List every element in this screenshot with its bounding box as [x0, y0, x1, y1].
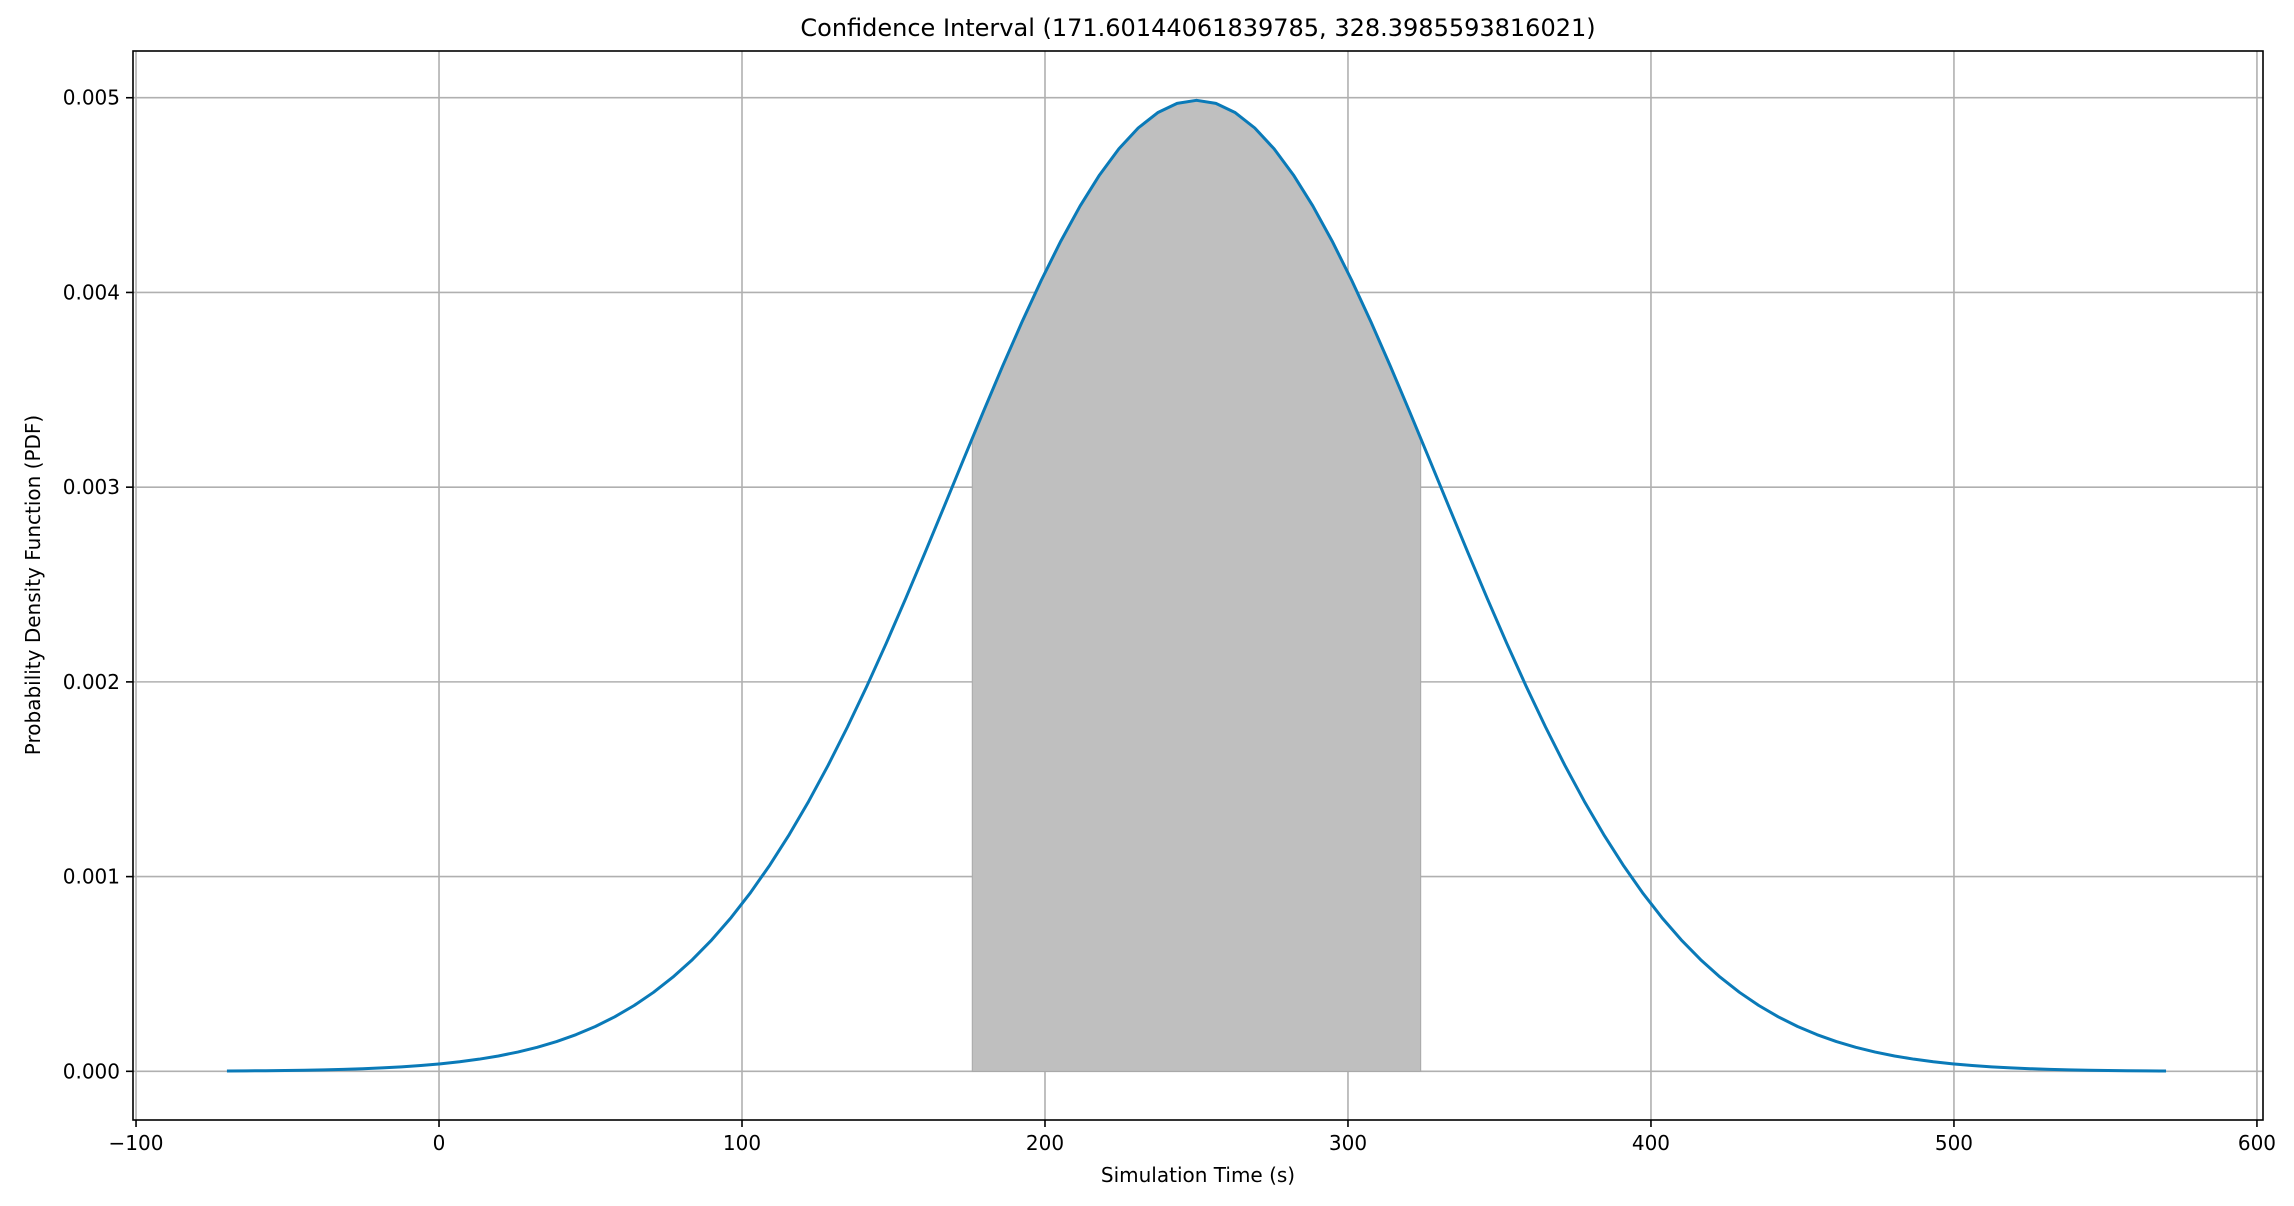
x-axis: −100 0 100 200 300 400 500 600 [109, 1120, 2276, 1155]
y-tick-label: 0.001 [63, 865, 120, 889]
x-tick-label: 100 [723, 1131, 761, 1155]
x-tick-label: −100 [109, 1131, 164, 1155]
x-tick-label: 600 [2238, 1131, 2276, 1155]
chart-title: Confidence Interval (171.60144061839785,… [800, 14, 1595, 42]
y-tick-label: 0.005 [63, 86, 120, 110]
x-axis-label: Simulation Time (s) [1101, 1163, 1295, 1187]
x-tick-label: 300 [1329, 1131, 1367, 1155]
y-tick-label: 0.002 [63, 670, 120, 694]
y-tick-label: 0.004 [63, 280, 120, 304]
x-tick-label: 500 [1935, 1131, 1973, 1155]
x-tick-label: 400 [1632, 1131, 1670, 1155]
y-tick-label: 0.003 [63, 475, 120, 499]
y-axis-label: Probability Density Function (PDF) [21, 415, 45, 755]
pdf-series [226, 98, 2167, 1073]
y-axis: 0.000 0.001 0.002 0.003 0.004 0.005 [63, 86, 133, 1083]
y-tick-label: 0.000 [63, 1059, 120, 1083]
x-tick-label: 0 [433, 1131, 446, 1155]
plot-frame [132, 50, 2264, 1121]
x-tick-label: 200 [1026, 1131, 1064, 1155]
pdf-curve [226, 98, 2167, 1073]
